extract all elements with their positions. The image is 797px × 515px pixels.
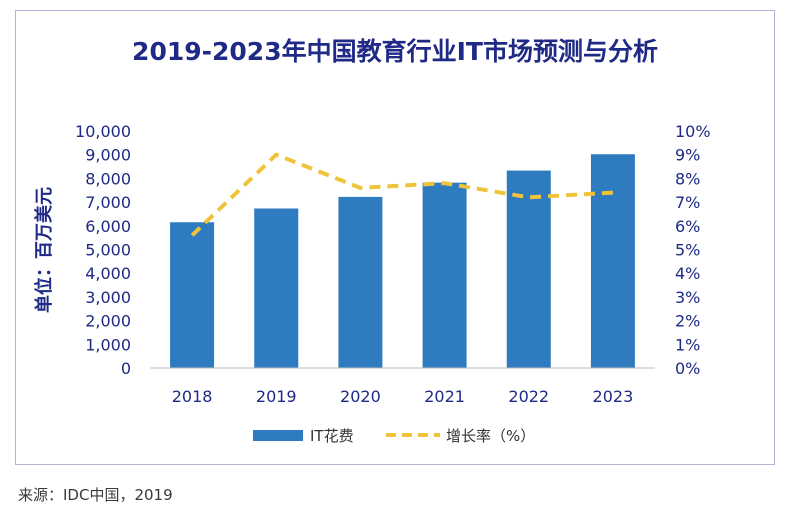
- y2-tick-label: 8%: [675, 169, 700, 188]
- growth-rate-line: [190, 152, 614, 237]
- y2-tick-label: 2%: [675, 312, 700, 331]
- bar-2018: [170, 222, 215, 368]
- y-tick-label: 2,000: [85, 312, 131, 331]
- x-tick-label: 2021: [424, 387, 465, 406]
- y-tick-label: 3,000: [85, 288, 131, 307]
- y-tick-label: 6,000: [85, 217, 131, 236]
- y-tick-label: 8,000: [85, 169, 131, 188]
- y2-tick-label: 0%: [675, 359, 700, 378]
- legend-bar-label: IT花费: [310, 427, 354, 445]
- plot-area: 0 1,000 2,000 3,000 4,000 5,000 6,000 7,000 8,00…: [75, 122, 711, 406]
- y2-tick-label: 7%: [675, 193, 700, 212]
- legend: IT花费 增长率（%）: [253, 427, 535, 445]
- y-tick-label: 7,000: [85, 193, 131, 212]
- y2-tick-label: 4%: [675, 264, 700, 283]
- bar-2022: [506, 170, 551, 368]
- legend-line-label: 增长率（%）: [446, 427, 535, 445]
- y-tick-label: 9,000: [85, 146, 131, 165]
- x-tick-label: 2019: [256, 387, 297, 406]
- chart-svg: 2019-2023年中国教育行业IT市场预测与分析 0 1,000 2,000 3,0…: [33, 37, 711, 445]
- bar-2021: [422, 182, 467, 368]
- y2-tick-label: 9%: [675, 146, 700, 165]
- bar-2020: [338, 196, 383, 368]
- bar-2019: [254, 208, 299, 368]
- x-tick-label: 2023: [593, 387, 634, 406]
- y-tick-label: 4,000: [85, 264, 131, 283]
- y2-tick-label: 3%: [675, 288, 700, 307]
- x-tick-label: 2018: [172, 387, 213, 406]
- y-tick-label: 0: [121, 359, 131, 378]
- y2-tick-label: 1%: [675, 335, 700, 354]
- chart-title: 2019-2023年中国教育行业IT市场预测与分析: [132, 37, 658, 66]
- x-tick-label: 2020: [340, 387, 381, 406]
- bar-2023: [590, 154, 635, 368]
- source-note: 来源：IDC中国，2019: [18, 486, 173, 504]
- y-axis-label: 单位：百万美元: [33, 187, 55, 313]
- y2-tick-label: 10%: [675, 122, 711, 141]
- y2-tick-label: 5%: [675, 241, 700, 260]
- y-tick-label: 10,000: [75, 122, 131, 141]
- y2-tick-label: 6%: [675, 217, 700, 236]
- legend-bar-swatch: [253, 430, 303, 441]
- y-tick-label: 1,000: [85, 335, 131, 354]
- y-tick-label: 5,000: [85, 241, 131, 260]
- chart-frame: [15, 10, 775, 465]
- x-tick-label: 2022: [508, 387, 549, 406]
